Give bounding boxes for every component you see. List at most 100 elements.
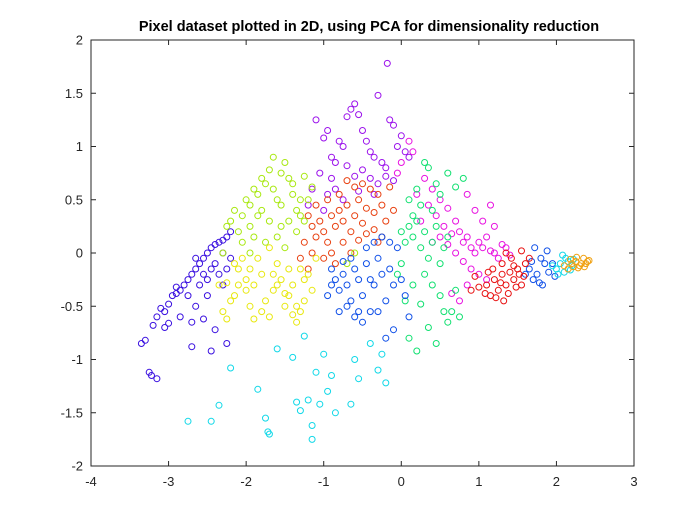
data-point [440, 308, 448, 316]
data-point [463, 233, 471, 241]
data-point [541, 260, 549, 268]
data-point [390, 326, 397, 334]
data-point [559, 251, 567, 259]
data-point [529, 276, 537, 284]
data-point [397, 132, 405, 140]
data-point [324, 292, 332, 300]
data-point [328, 281, 335, 289]
x-tick-label: 3 [630, 474, 637, 489]
data-point [481, 290, 489, 297]
data-point [475, 238, 483, 246]
data-point [440, 244, 448, 252]
data-point [382, 164, 390, 172]
data-point [490, 276, 498, 284]
data-point [347, 228, 355, 236]
data-point [188, 270, 196, 278]
data-point [265, 166, 273, 174]
data-point [250, 185, 258, 193]
data-point [289, 353, 297, 361]
data-point [580, 263, 588, 271]
data-point [386, 183, 394, 191]
data-point [494, 286, 502, 294]
data-point [366, 185, 374, 193]
data-point [370, 153, 378, 161]
y-tick-label: -1.5 [61, 405, 83, 420]
data-point [444, 241, 452, 248]
data-point [184, 276, 192, 284]
data-point [397, 276, 405, 284]
data-point [386, 116, 394, 124]
data-point [374, 238, 382, 246]
data-point [320, 228, 328, 236]
data-point [192, 302, 200, 310]
data-point [300, 276, 308, 284]
x-tick-label: -3 [163, 474, 175, 489]
data-point [312, 368, 320, 376]
data-point [219, 281, 227, 289]
data-point [262, 414, 269, 422]
data-point [518, 247, 525, 255]
data-point [324, 387, 332, 395]
data-point [448, 290, 456, 297]
data-point [312, 116, 320, 124]
data-point [351, 172, 359, 180]
data-point [207, 265, 215, 273]
data-point [497, 279, 505, 287]
data-point [281, 302, 289, 310]
plot-box [90, 39, 635, 467]
data-point [246, 201, 254, 209]
data-point [231, 292, 238, 300]
series-8 [184, 251, 577, 443]
data-point [300, 297, 308, 305]
data-point [339, 217, 347, 225]
data-point [504, 290, 512, 297]
data-point [444, 204, 452, 212]
data-point [351, 356, 359, 363]
data-point [397, 260, 405, 268]
data-point [393, 143, 401, 150]
data-point [312, 201, 320, 209]
data-point [436, 233, 444, 241]
series-6 [393, 159, 467, 355]
data-point [339, 196, 347, 204]
data-point [184, 292, 192, 300]
data-point [289, 190, 297, 198]
data-point [417, 201, 425, 209]
data-point [331, 276, 339, 284]
data-point [200, 315, 207, 323]
data-point [246, 265, 254, 273]
data-point [300, 217, 308, 225]
data-point [537, 254, 545, 262]
data-point [382, 172, 390, 180]
data-point [223, 279, 231, 287]
data-point [421, 270, 429, 278]
data-point [490, 249, 498, 257]
data-point [351, 249, 359, 257]
data-point [296, 212, 304, 220]
data-point [285, 217, 293, 225]
data-point [296, 407, 304, 415]
data-point [258, 308, 266, 316]
y-tick-label: 1 [76, 139, 83, 154]
data-point [444, 318, 452, 326]
data-point [273, 260, 281, 268]
data-point [196, 260, 204, 268]
data-point [374, 254, 382, 262]
data-point [343, 260, 351, 268]
data-point [308, 422, 316, 429]
data-point [215, 238, 223, 246]
data-point [459, 174, 467, 182]
data-point [277, 222, 285, 230]
data-point [343, 177, 351, 185]
data-point [207, 244, 215, 252]
data-point [254, 212, 262, 220]
data-point [471, 206, 479, 214]
data-point [512, 283, 520, 291]
data-point [456, 297, 463, 305]
data-point [498, 270, 506, 278]
data-point [324, 127, 332, 134]
data-point [489, 265, 497, 273]
data-point [227, 364, 235, 372]
data-point [549, 260, 556, 268]
